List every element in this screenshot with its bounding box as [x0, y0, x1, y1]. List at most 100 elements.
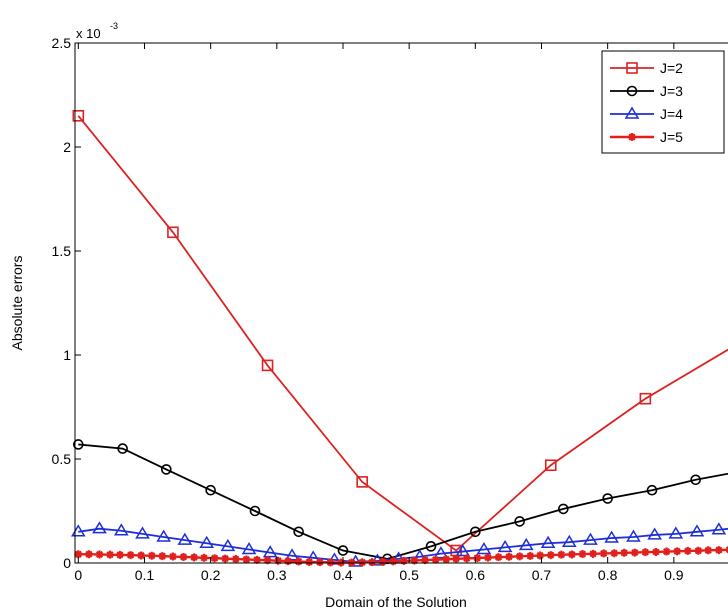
data-point [494, 553, 503, 562]
data-point [578, 550, 587, 559]
data-point [683, 546, 692, 555]
data-point [305, 557, 314, 566]
series-line [77, 115, 728, 552]
data-point [368, 558, 377, 567]
axes-layer: 00.10.20.30.40.50.60.70.80.9100.511.522.… [52, 35, 728, 583]
data-point [294, 557, 303, 566]
data-point [433, 546, 449, 559]
data-point [293, 526, 304, 538]
data-point [177, 532, 193, 545]
data-point [358, 558, 367, 567]
legend-marker [626, 85, 638, 97]
data-point [252, 555, 261, 564]
data-point [711, 522, 727, 535]
y-tick-label: 0.5 [52, 451, 72, 467]
data-point [662, 547, 671, 556]
x-tick-label: 0.3 [267, 567, 287, 583]
data-point [161, 464, 172, 475]
series-line [78, 443, 728, 560]
x-tick-label: 0.4 [333, 567, 353, 583]
x-tick-label: 0.8 [598, 567, 618, 583]
x-tick-label: 0.7 [532, 567, 552, 583]
data-point [92, 521, 107, 534]
data-point [106, 550, 115, 559]
x-tick-label: 0.5 [399, 567, 419, 583]
legend-label: J=2 [660, 60, 683, 76]
data-point [610, 549, 619, 558]
data-point [337, 545, 349, 556]
data-point [190, 553, 199, 562]
series-j3 [73, 439, 728, 565]
data-point [620, 548, 629, 557]
data-point [167, 226, 179, 239]
data-point [646, 484, 658, 496]
data-point [263, 556, 272, 565]
legend-marker [626, 62, 638, 74]
data-point [84, 550, 93, 559]
data-point [641, 548, 650, 557]
data-point [431, 555, 440, 564]
data-point [583, 532, 598, 545]
data-point [626, 529, 641, 542]
data-point [242, 555, 251, 564]
data-point [220, 538, 236, 552]
data-point [515, 552, 524, 561]
data-point [126, 551, 135, 560]
data-point [599, 549, 608, 558]
data-point [326, 558, 335, 567]
data-point [704, 546, 713, 555]
data-point [536, 551, 545, 560]
x-tick-label: 0.1 [135, 567, 155, 583]
series-layer [70, 110, 728, 567]
data-point [421, 556, 430, 565]
data-point [540, 535, 556, 548]
data-point [483, 553, 492, 562]
data-point [137, 551, 146, 560]
data-point [205, 484, 216, 496]
data-point [95, 550, 104, 559]
data-point [505, 552, 514, 561]
data-point [168, 552, 177, 561]
legend-label: J=5 [660, 129, 683, 145]
data-point [546, 551, 555, 560]
series-j2 [72, 110, 728, 557]
x-tick-label: 0 [74, 567, 82, 583]
data-point [602, 493, 613, 504]
x-tick-label: 0.9 [664, 567, 684, 583]
data-point [604, 530, 619, 543]
data-point [72, 110, 85, 122]
data-point [74, 550, 83, 559]
y-tick-label: 2 [63, 139, 71, 155]
data-point [73, 439, 84, 450]
x-axis-label: Domain of the Solution [325, 594, 467, 610]
legend-label: J=3 [660, 83, 683, 99]
data-point [561, 534, 577, 547]
data-point [221, 554, 230, 563]
data-point [690, 474, 701, 486]
data-point [389, 557, 398, 566]
data-point [261, 359, 274, 372]
data-point [199, 535, 215, 548]
data-point [399, 556, 408, 565]
data-point [158, 552, 167, 561]
data-point [117, 443, 128, 454]
legend-label: J=4 [660, 106, 683, 122]
y-axis-label: Absolute errors [9, 256, 25, 351]
data-point [668, 526, 684, 539]
y-exponent-label: x 10 [76, 26, 101, 41]
data-point [647, 527, 662, 540]
legend-marker [628, 133, 636, 141]
data-point [179, 552, 188, 561]
data-point [651, 547, 660, 556]
data-point [156, 529, 171, 542]
data-point [476, 542, 492, 555]
data-point [526, 551, 535, 560]
y-tick-label: 2.5 [52, 35, 72, 51]
data-point [470, 526, 481, 538]
data-point [714, 546, 723, 555]
data-point [249, 505, 261, 517]
data-point [135, 526, 150, 539]
data-point [557, 550, 566, 559]
legend-marker [624, 106, 640, 119]
